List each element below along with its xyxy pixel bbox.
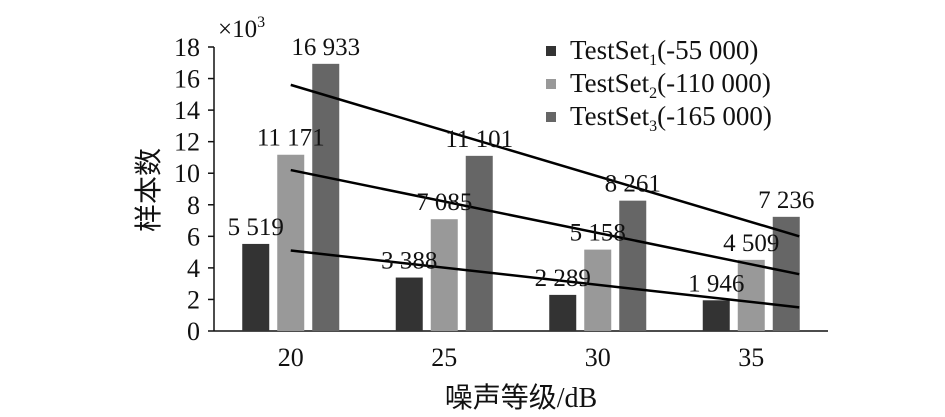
bar-series1-35 <box>702 300 730 331</box>
x-axis-title: 噪声等级/dB <box>445 382 597 414</box>
trendline-series2 <box>290 168 800 276</box>
bar-series3-25 <box>465 155 493 331</box>
data-label: 5 158 <box>570 220 626 247</box>
y-tick-label: 16 <box>174 65 200 94</box>
y-tick-label: 2 <box>187 285 200 314</box>
data-labels: 5 519 3 388 2 289 1 946 11 171 7 085 5 158 4 50… <box>228 34 815 297</box>
data-label: 7 236 <box>758 187 814 214</box>
bar-series2-25 <box>430 219 458 331</box>
legend-label: TestSet3(-165 000) <box>570 101 772 135</box>
y-axis-title: 样本数 <box>133 148 165 232</box>
y-tick-label: 6 <box>187 222 200 251</box>
y-tick-label: 4 <box>187 254 200 283</box>
bar-series2-30 <box>584 249 612 331</box>
legend-swatch <box>546 112 556 122</box>
bar-series2-20 <box>277 154 305 331</box>
bar-series1-25 <box>395 277 423 331</box>
y-tick-label: 14 <box>174 96 200 125</box>
data-label: 5 519 <box>228 214 284 241</box>
y-tick-label: 10 <box>174 159 200 188</box>
data-label: 3 388 <box>381 248 437 275</box>
bar-series1-20 <box>242 243 270 331</box>
y-multiplier-label: ×103 <box>218 14 265 43</box>
y-tick-label: 8 <box>187 191 200 220</box>
data-label: 7 085 <box>416 189 472 216</box>
x-tick-label: 25 <box>431 343 457 372</box>
trendline-series1 <box>290 249 800 309</box>
data-label: 8 261 <box>605 171 661 198</box>
data-label: 1 946 <box>688 270 744 297</box>
data-label: 11 171 <box>257 125 325 152</box>
bar-series1-30 <box>549 294 577 331</box>
x-tick-label: 30 <box>585 343 611 372</box>
bar-series3-20 <box>312 63 340 331</box>
y-multiplier-exponent: 3 <box>257 14 265 31</box>
legend: TestSet1(-55 000)TestSet2(-110 000)TestS… <box>546 35 772 135</box>
data-label: 16 933 <box>291 34 360 61</box>
legend-label: TestSet1(-55 000) <box>570 35 758 69</box>
y-tick-label: 12 <box>174 128 200 157</box>
legend-label: TestSet2(-110 000) <box>570 68 771 102</box>
x-tick-label: 20 <box>278 343 304 372</box>
legend-swatch <box>546 79 556 89</box>
trendline-series3 <box>290 83 800 238</box>
trendlines <box>290 83 800 309</box>
x-tick-label: 35 <box>738 343 764 372</box>
data-label: 2 289 <box>535 265 591 292</box>
y-tick-label: 0 <box>187 317 200 346</box>
data-label: 11 101 <box>445 126 513 153</box>
data-label: 4 509 <box>723 230 779 257</box>
bar-series3-30 <box>619 200 647 331</box>
bar-series2-35 <box>737 259 765 331</box>
y-tick-label: 18 <box>174 33 200 62</box>
legend-swatch <box>546 46 556 56</box>
